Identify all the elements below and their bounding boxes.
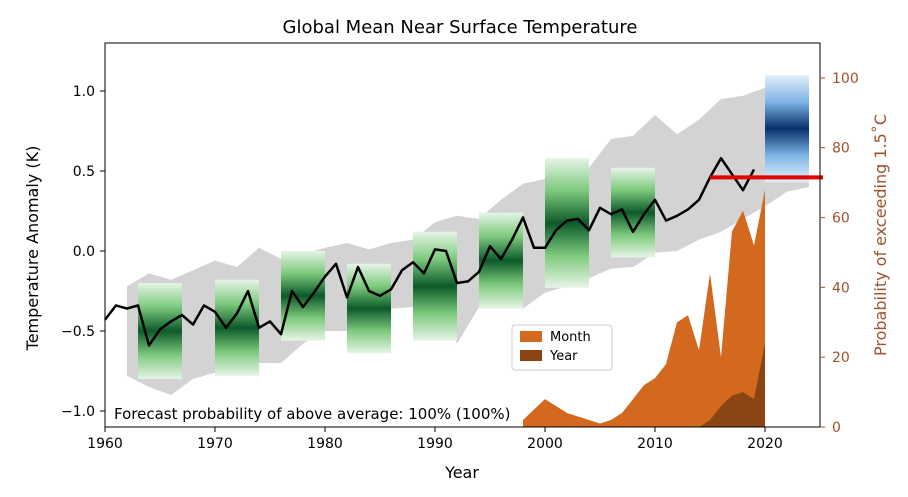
hindcast-segment-3 — [281, 251, 325, 341]
x-axis-label: Year — [444, 463, 479, 482]
hindcast-segment-6 — [479, 212, 523, 309]
y-axis-label: Temperature Anomaly (K) — [23, 146, 42, 352]
legend-label-month: Month — [550, 330, 591, 345]
probability-area-year — [666, 343, 765, 427]
y-tick-label: 0.5 — [73, 164, 95, 180]
hindcast-segment-5 — [413, 231, 457, 341]
x-tick-label: 1960 — [87, 436, 123, 452]
y2-tick-label: 0 — [832, 420, 841, 436]
hindcast-segments-layer — [138, 158, 655, 379]
y-tick-label: −1.0 — [61, 404, 95, 420]
y2-tick-label: 20 — [832, 350, 850, 366]
hindcast-segment-2 — [215, 279, 259, 376]
y-tick-label: 1.0 — [73, 84, 95, 100]
y2-tick-label: 40 — [832, 280, 850, 296]
x-tick-label: 2010 — [637, 436, 673, 452]
legend-label-year: Year — [549, 349, 578, 364]
y2-tick-label: 60 — [832, 211, 850, 227]
legend-swatch-month — [520, 331, 542, 342]
axes-layer: 1960 1970 1980 1990 2000 2010 2020 −1.0 −0.5 0.0 0… — [61, 42, 859, 452]
observed-line-layer — [104, 156, 756, 347]
y-tick-label: 0.0 — [73, 244, 95, 260]
observed-temperature-line — [104, 156, 756, 347]
legend: Month Year — [511, 324, 613, 371]
y2-tick-label: 100 — [832, 71, 859, 87]
plot-frame — [104, 42, 821, 428]
hindcast-segment-8 — [611, 167, 655, 258]
chart-title: Global Mean Near Surface Temperature — [283, 17, 638, 38]
y2-axis-label: Probability of exceeding 1.5˚C — [871, 114, 890, 356]
x-tick-label: 2000 — [527, 436, 563, 452]
forecast-plume — [765, 75, 809, 183]
probability-area-month — [523, 189, 765, 427]
x-tick-label: 1970 — [197, 436, 233, 452]
legend-swatch-year — [520, 350, 542, 361]
y2-tick-label: 80 — [832, 141, 850, 157]
x-tick-label: 1990 — [417, 436, 453, 452]
forecast-annotation: Forecast probability of above average: 1… — [114, 405, 511, 423]
x-tick-label: 2020 — [747, 436, 783, 452]
x-tick-label: 1980 — [307, 436, 343, 452]
forecast-layer — [765, 75, 809, 183]
probability-layer — [523, 189, 765, 427]
y-tick-label: −0.5 — [61, 324, 95, 340]
